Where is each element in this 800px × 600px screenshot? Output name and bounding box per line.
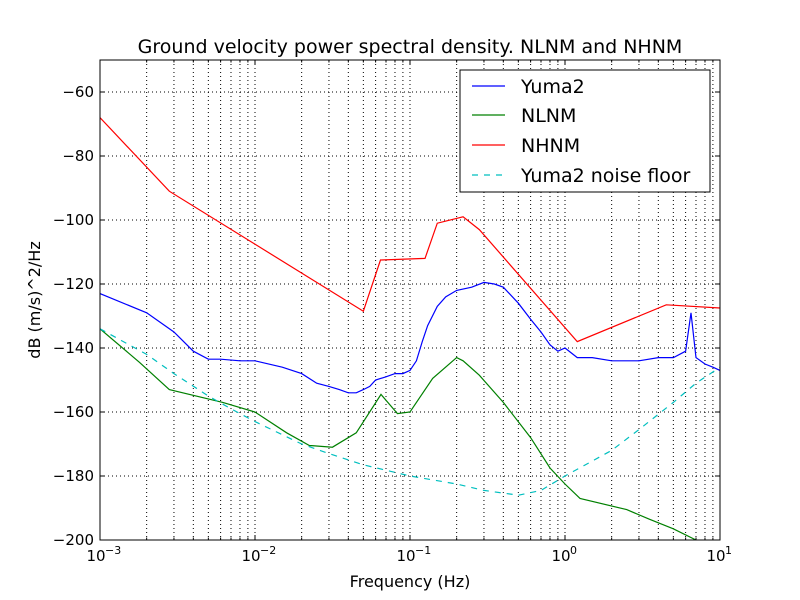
x-tick-base: 10 — [551, 547, 570, 565]
tick-labels: 10 −3 10 −2 10 −1 10 0 10 1−60−80−100−120−140−160… — [53, 83, 732, 565]
series-layer — [100, 117, 720, 540]
legend-label: Yuma2 noise floor — [520, 165, 691, 187]
x-tick-label: 10 −1 — [396, 544, 431, 565]
ticks — [99, 60, 721, 541]
x-tick-base: 10 — [241, 547, 260, 565]
legend-label: Yuma2 — [520, 76, 585, 98]
x-tick-base: 10 — [86, 547, 105, 565]
y-tick-label: −120 — [53, 275, 94, 293]
y-tick-label: −80 — [62, 147, 94, 165]
legend: Yuma2 NLNM NHNM Yuma2 noise floor — [459, 69, 711, 193]
x-axis-label: Frequency (Hz) — [350, 572, 471, 591]
x-tick-label: 10 0 — [551, 544, 577, 565]
y-tick-label: −180 — [53, 467, 94, 485]
y-axis-label: dB (m/s)^2/Hz — [25, 241, 44, 358]
x-tick-exponent: 0 — [570, 544, 577, 557]
x-tick-label: 10 −3 — [86, 544, 121, 565]
legend-label: NLNM — [521, 105, 576, 127]
x-tick-label: 10 1 — [706, 544, 732, 565]
series-line-nlnm — [100, 328, 699, 540]
x-tick-exponent: −2 — [260, 544, 276, 557]
x-tick-base: 10 — [706, 547, 725, 565]
y-tick-label: −60 — [62, 83, 94, 101]
y-tick-label: −160 — [53, 403, 94, 421]
x-tick-exponent: 1 — [725, 544, 732, 557]
legend-box — [459, 69, 711, 193]
x-tick-label: 10 −2 — [241, 544, 276, 565]
chart-title: Ground velocity power spectral density. … — [138, 36, 683, 58]
series-line-yuma2-noise-floor — [100, 328, 720, 496]
x-tick-exponent: −1 — [415, 544, 431, 557]
series-line-nhnm — [100, 117, 720, 343]
y-tick-label: −200 — [53, 531, 94, 549]
legend-label: NHNM — [521, 135, 580, 157]
y-tick-label: −140 — [53, 339, 94, 357]
x-tick-base: 10 — [396, 547, 415, 565]
series-line-yuma2 — [100, 281, 720, 394]
y-tick-label: −100 — [53, 211, 94, 229]
x-tick-exponent: −3 — [105, 544, 121, 557]
